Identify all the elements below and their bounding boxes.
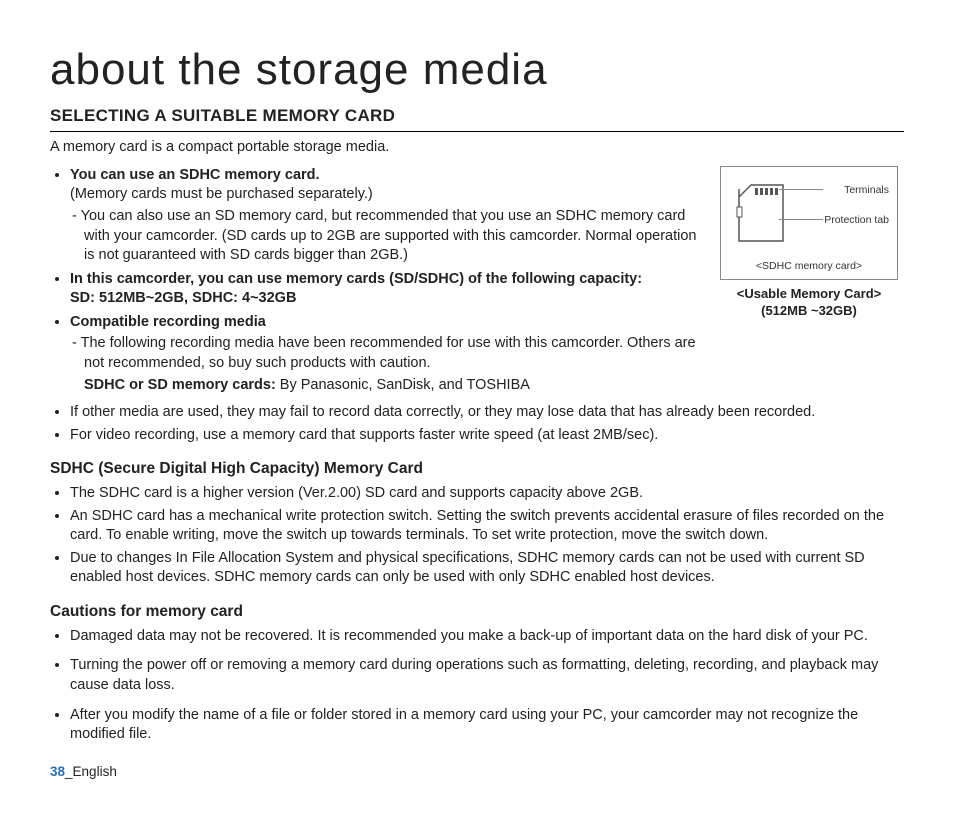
cautions-bullet: After you modify the name of a file or f…	[70, 706, 904, 745]
bullet-sdhc-dash: You can also use an SD memory card, but …	[84, 207, 704, 266]
label-terminals: Terminals	[844, 185, 889, 197]
bullet-capacity-line2: SD: 512MB~2GB, SDHC: 4~32GB	[70, 290, 296, 306]
wide-bullet: If other media are used, they may fail t…	[70, 403, 904, 423]
intro-text: A memory card is a compact portable stor…	[50, 138, 904, 158]
wide-bullet: For video recording, use a memory card t…	[70, 426, 904, 446]
bullet-compat-bold: SDHC or SD memory cards:	[84, 377, 276, 393]
cautions-bullet-list: Damaged data may not be recovered. It is…	[50, 627, 904, 745]
label-card-name: <SDHC memory card>	[721, 261, 897, 273]
caption-line2: (512MB ~32GB)	[761, 303, 857, 318]
page-title: about the storage media	[50, 40, 904, 99]
caption-line1: <Usable Memory Card>	[737, 286, 882, 301]
bullet-compat-rest: By Panasonic, SanDisk, and TOSHIBA	[276, 377, 530, 393]
bullet-compat: Compatible recording media The following…	[70, 313, 704, 395]
bullet-sdhc: You can use an SDHC memory card. (Memory…	[70, 166, 704, 266]
page-footer: 38_English	[50, 763, 904, 781]
bullet-sdhc-sub: (Memory cards must be purchased separate…	[70, 186, 373, 202]
cautions-bullet: Damaged data may not be recovered. It is…	[70, 627, 904, 647]
cautions-subheader: Cautions for memory card	[50, 602, 904, 623]
sdhc-subheader: SDHC (Secure Digital High Capacity) Memo…	[50, 459, 904, 480]
sd-card-icon	[735, 181, 787, 245]
bullet-capacity-line1: In this camcorder, you can use memory ca…	[70, 271, 642, 287]
right-column: Terminals Protection tab <SDHC memory ca…	[714, 166, 904, 320]
bullet-compat-dash: The following recording media have been …	[84, 334, 704, 373]
wide-bullet-list: If other media are used, they may fail t…	[50, 403, 904, 445]
label-protection: Protection tab	[824, 215, 889, 227]
sdhc-bullet-list: The SDHC card is a higher version (Ver.2…	[50, 484, 904, 588]
diagram-caption: <Usable Memory Card> (512MB ~32GB)	[714, 286, 904, 320]
bullet-compat-head: Compatible recording media	[70, 314, 266, 330]
bullet-capacity: In this camcorder, you can use memory ca…	[70, 270, 704, 309]
left-column: You can use an SDHC memory card. (Memory…	[50, 166, 704, 401]
cautions-bullet: Turning the power off or removing a memo…	[70, 656, 904, 695]
sdhc-bullet: The SDHC card is a higher version (Ver.2…	[70, 484, 904, 504]
sdhc-bullet: Due to changes In File Allocation System…	[70, 549, 904, 588]
sdhc-bullet: An SDHC card has a mechanical write prot…	[70, 507, 904, 546]
sdhc-diagram: Terminals Protection tab <SDHC memory ca…	[720, 166, 898, 280]
bullet-sdhc-head: You can use an SDHC memory card.	[70, 167, 320, 183]
section-header: SELECTING A SUITABLE MEMORY CARD	[50, 105, 904, 132]
